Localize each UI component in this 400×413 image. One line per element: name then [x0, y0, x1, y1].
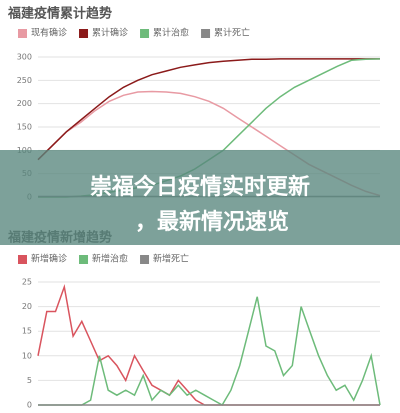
series-line: [37, 58, 380, 161]
y-tick-label: 150: [17, 123, 32, 132]
y-tick-label: 5: [27, 376, 32, 385]
y-tick-label: 10: [22, 351, 32, 360]
legend-swatch: [18, 29, 27, 38]
y-tick-label: 300: [17, 53, 32, 62]
y-tick-label: 200: [17, 99, 32, 108]
legend-swatch: [140, 255, 150, 264]
y-tick-label: 25: [22, 278, 32, 287]
legend-label: 累计确诊: [92, 27, 128, 39]
legend-label: 新增治愈: [92, 253, 128, 265]
y-tick-label: 20: [22, 302, 32, 311]
banner: [0, 150, 400, 245]
legend-label: 累计死亡: [214, 27, 250, 39]
legend-label: 累计治愈: [153, 27, 189, 39]
y-tick-label: 250: [17, 76, 32, 85]
chart-title: 福建疫情累计趋势: [7, 6, 112, 22]
y-tick-label: 15: [22, 327, 32, 336]
legend-swatch: [79, 29, 89, 38]
legend-swatch: [18, 255, 27, 264]
legend-label: 新增确诊: [31, 253, 67, 265]
banner-line: ，最新情况速览: [135, 209, 289, 235]
series-line: [37, 283, 380, 406]
legend-label: 现有确诊: [31, 27, 67, 39]
y-tick-label: 0: [27, 401, 32, 410]
legend-swatch: [140, 29, 150, 38]
legend-label: 新增死亡: [153, 253, 189, 265]
legend-swatch: [79, 255, 89, 264]
banner-line: 崇福今日疫情实时更新: [90, 174, 310, 200]
legend-swatch: [201, 29, 211, 38]
series-line: [38, 296, 381, 407]
